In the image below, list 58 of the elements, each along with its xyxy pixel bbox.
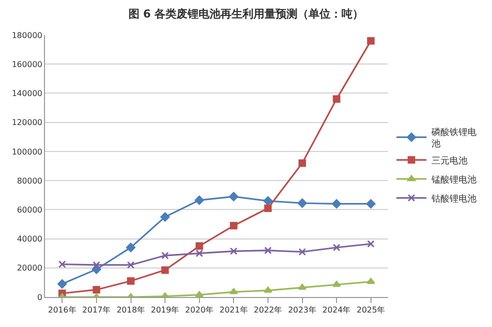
point: [194, 196, 204, 205]
x-tick-label: 2016年: [48, 306, 76, 315]
point: [58, 260, 66, 268]
point: [230, 247, 238, 255]
point: [332, 199, 342, 208]
point: [127, 261, 134, 269]
point: [92, 286, 100, 294]
point: [332, 280, 341, 287]
x-tick-label: 2020年: [185, 306, 214, 315]
point: [160, 212, 170, 222]
point: [264, 246, 272, 254]
y-tick-label: 100000: [12, 147, 42, 156]
x-tick-label: 2024年: [322, 306, 351, 315]
point: [161, 266, 169, 274]
point: [366, 278, 376, 284]
y-tick-label: 120000: [12, 118, 42, 128]
legend-label: 锰酸锂电池: [430, 174, 476, 186]
x-tick-label: 2025年: [356, 306, 386, 315]
chart-title: 图 6 各类废锂电池再生利用量预测（单位：吨）: [128, 8, 364, 21]
point: [298, 198, 307, 208]
point: [196, 242, 204, 250]
point: [367, 240, 375, 248]
point: [366, 199, 376, 208]
point: [264, 204, 272, 212]
legend-label: 磷酸铁锂电池: [430, 126, 476, 150]
x-tick-label: 2018年: [116, 306, 145, 315]
y-tick-label: 20000: [16, 264, 42, 273]
y-tick-label: 60000: [16, 205, 42, 214]
point: [264, 286, 272, 293]
legend-label: 三元电池: [431, 155, 468, 166]
point: [161, 252, 169, 260]
point: [58, 279, 67, 289]
point: [126, 242, 136, 252]
y-tick-label: 160000: [12, 60, 42, 69]
x-tick-label: 2017年: [82, 306, 111, 315]
point: [298, 159, 306, 167]
point: [127, 277, 134, 285]
point: [298, 248, 306, 256]
point: [92, 261, 100, 269]
legend-label: 钴酸锂电池: [430, 193, 476, 204]
point: [332, 244, 340, 252]
x-tick-label: 2019年: [150, 306, 180, 315]
point: [367, 37, 375, 45]
y-tick-label: 80000: [16, 176, 42, 186]
y-tick-label: 0: [37, 292, 42, 302]
x-tick-label: 2021年: [219, 306, 248, 315]
point: [230, 222, 238, 230]
point: [196, 250, 204, 258]
point: [229, 288, 238, 294]
y-tick-label: 180000: [12, 30, 42, 40]
y-tick-label: 40000: [16, 234, 42, 244]
x-tick-label: 2023年: [288, 306, 316, 315]
y-tick-label: 140000: [12, 89, 42, 98]
point: [298, 284, 306, 290]
point: [263, 196, 273, 206]
point: [229, 192, 238, 202]
point: [332, 95, 340, 103]
x-tick-label: 2022年: [254, 306, 282, 315]
